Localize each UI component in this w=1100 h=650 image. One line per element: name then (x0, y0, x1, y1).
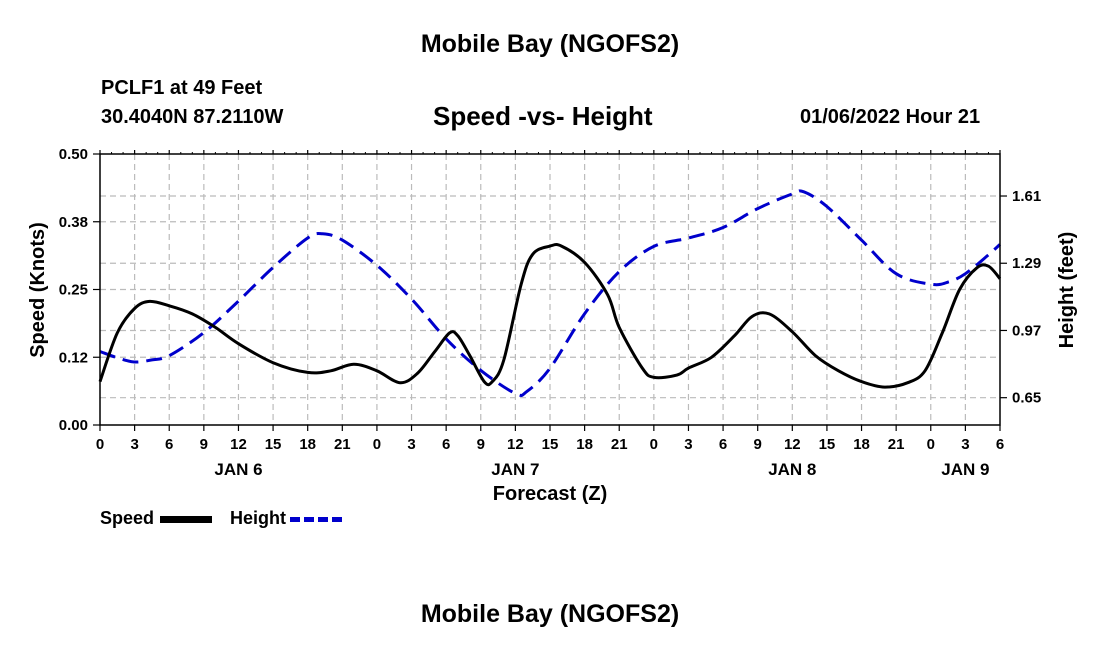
x-tick-label: 12 (784, 436, 801, 453)
y-tick-label-right: 1.29 (1012, 255, 1041, 272)
y-tick-label-left: 0.00 (59, 417, 88, 434)
x-tick-label: 0 (373, 436, 381, 453)
y-axis-title-left: Speed (Knots) (27, 222, 49, 358)
x-tick-label: 12 (507, 436, 524, 453)
x-axis-title: Forecast (Z) (493, 483, 607, 505)
grid (100, 154, 1000, 425)
x-tick-label: 6 (996, 436, 1004, 453)
coordinates-label: 30.4040N 87.2110W (101, 106, 284, 128)
x-tick-label: 6 (719, 436, 727, 453)
y-tick-label-right: 1.61 (1012, 188, 1041, 205)
x-tick-label: 0 (96, 436, 104, 453)
day-label: JAN 9 (941, 460, 989, 479)
y-tick-label-right: 0.65 (1012, 390, 1041, 407)
tick-labels: 0 3 6 9 12 15 18 21 0 3 6 9 12 15 18 21 0 3 6 9 12 15 18 21 0 3 6J… (59, 146, 1041, 479)
x-tick-label: 3 (684, 436, 692, 453)
x-tick-label: 3 (407, 436, 415, 453)
x-tick-label: 6 (442, 436, 450, 453)
station-label: PCLF1 at 49 Feet (101, 77, 263, 99)
speed-series-line (98, 243, 1002, 389)
x-tick-label: 0 (927, 436, 935, 453)
forecast-datetime: 01/06/2022 Hour 21 (800, 106, 981, 128)
height-series-line (99, 189, 1002, 397)
footer-title: Mobile Bay (NGOFS2) (420, 600, 680, 628)
legend-speed-label: Speed (100, 508, 155, 528)
y-tick-label-left: 0.38 (59, 214, 88, 231)
y-tick-label-left: 0.25 (59, 282, 88, 299)
x-tick-label: 21 (611, 436, 628, 453)
x-tick-label: 15 (265, 436, 282, 453)
day-label: JAN 6 (214, 460, 262, 479)
y-tick-label-right: 0.97 (1012, 322, 1041, 339)
legend-height-label: Height (230, 508, 286, 528)
y-tick-label-left: 0.12 (59, 349, 88, 366)
axes (93, 150, 1007, 431)
x-tick-label: 18 (299, 436, 316, 453)
x-tick-label: 15 (542, 436, 559, 453)
legend-speed-swatch (160, 516, 212, 523)
chart-main-title: Mobile Bay (NGOFS2) (420, 30, 680, 58)
x-tick-label: 3 (961, 436, 969, 453)
legend-height-swatch (290, 517, 342, 522)
x-tick-label: 9 (200, 436, 208, 453)
day-label: JAN 7 (491, 460, 539, 479)
x-tick-label: 3 (130, 436, 138, 453)
x-tick-label: 18 (853, 436, 870, 453)
x-tick-label: 9 (477, 436, 485, 453)
chart-subtitle: Speed -vs- Height (433, 101, 653, 131)
x-tick-label: 15 (819, 436, 836, 453)
x-tick-label: 0 (650, 436, 658, 453)
y-axis-title-right: Height (feet) (1056, 232, 1078, 349)
x-tick-label: 21 (888, 436, 905, 453)
x-tick-label: 18 (576, 436, 593, 453)
day-label: JAN 8 (768, 460, 816, 479)
x-tick-label: 9 (754, 436, 762, 453)
y-tick-label-left: 0.50 (59, 146, 88, 163)
x-tick-label: 6 (165, 436, 173, 453)
series-layer (98, 189, 1002, 397)
x-tick-label: 21 (334, 436, 351, 453)
x-tick-label: 12 (230, 436, 247, 453)
